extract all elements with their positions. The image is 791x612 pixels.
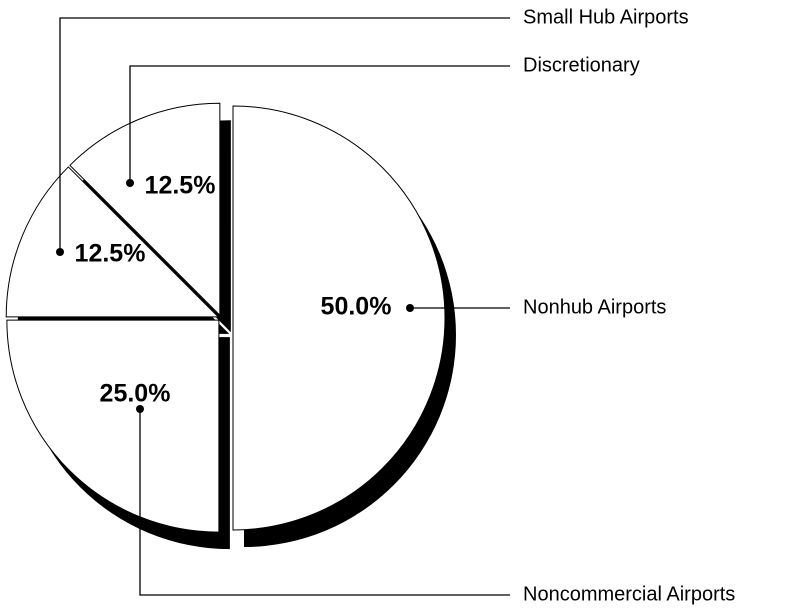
category-label: Noncommercial Airports bbox=[523, 583, 735, 605]
leader-line bbox=[59, 17, 510, 252]
value-label: 12.5% bbox=[145, 172, 216, 200]
value-label: 25.0% bbox=[100, 380, 171, 408]
value-label: 50.0% bbox=[321, 293, 392, 321]
leader-line bbox=[129, 65, 510, 183]
category-label: Small Hub Airports bbox=[523, 6, 689, 28]
category-label: Nonhub Airports bbox=[523, 296, 666, 318]
slice bbox=[232, 105, 446, 531]
labels: 50.0% Nonhub Airports 25.0% Noncommercial A… bbox=[56, 6, 735, 605]
leader-dot bbox=[56, 248, 64, 256]
category-label: Discretionary bbox=[523, 54, 640, 76]
slice bbox=[69, 102, 221, 317]
slices bbox=[5, 102, 446, 533]
value-label: 12.5% bbox=[75, 240, 146, 268]
leader-dot bbox=[136, 405, 144, 413]
leader-dot bbox=[126, 179, 134, 187]
leader-dot bbox=[406, 304, 414, 312]
leader-line bbox=[139, 409, 510, 596]
slice bbox=[6, 319, 220, 533]
